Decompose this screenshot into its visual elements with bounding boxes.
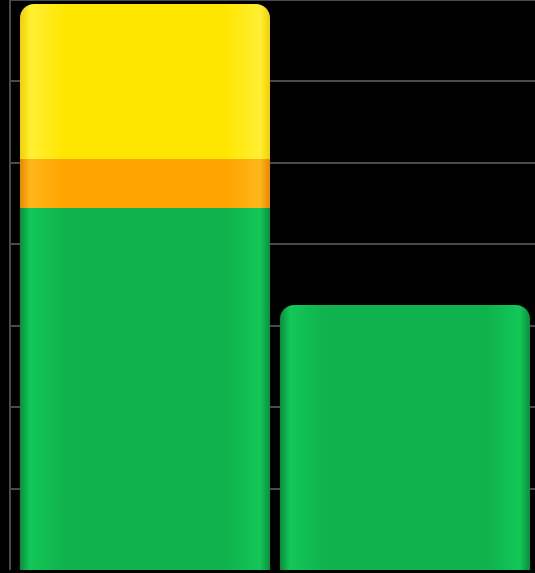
bar-0-seg-green bbox=[20, 208, 270, 570]
bar-0-seg-yellow bbox=[20, 4, 270, 159]
bar-0 bbox=[20, 4, 270, 570]
y-axis bbox=[9, 0, 11, 570]
gridline bbox=[10, 0, 535, 1]
stacked-bar-chart bbox=[0, 0, 535, 573]
bar-1 bbox=[280, 305, 530, 570]
bar-0-seg-orange bbox=[20, 159, 270, 208]
bar-1-seg-green bbox=[280, 305, 530, 570]
